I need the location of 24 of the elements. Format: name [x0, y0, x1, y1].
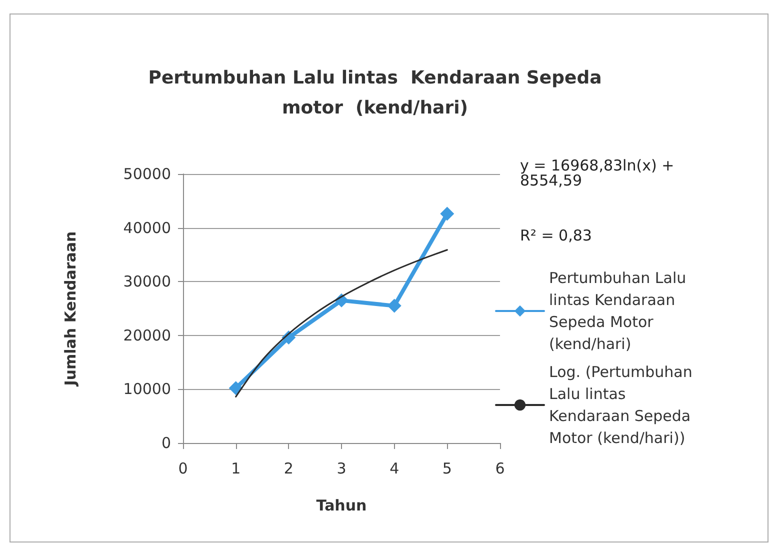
- x-tick-label: 5: [442, 460, 452, 478]
- chart-title: Pertumbuhan Lalu lintas Kendaraan Sepeda motor (kend/hari): [148, 68, 602, 118]
- y-axis-title: Jumlah Kendaraan: [62, 231, 80, 387]
- y-tick-label: 30000: [123, 272, 171, 291]
- x-tick-label: 6: [495, 460, 505, 478]
- point: [228, 381, 243, 396]
- legend-label: Log. (Pertumbuhan Lalu lintas Kendaraan Sepeda Motor (kend/hari)): [549, 363, 692, 447]
- point: [440, 206, 454, 221]
- point: [387, 298, 402, 313]
- x-tick-label: 4: [390, 460, 400, 478]
- x-tick-label: 3: [336, 460, 346, 478]
- text: y = 16968,83ln(x) + 8554,59: [520, 156, 674, 190]
- x-axis-title: Tahun: [316, 496, 367, 514]
- legend-label: Pertumbuhan Lalu lintas Kendaraan Sepeda Motor (kend/hari): [549, 269, 686, 353]
- line-series: [235, 249, 448, 398]
- x-tick-label: 0: [178, 460, 188, 478]
- text: R² = 0,83: [520, 226, 592, 244]
- y-tick-label: 10000: [123, 380, 171, 398]
- y-tick-label: 20000: [123, 326, 171, 344]
- y-tick-label: 0: [161, 434, 171, 452]
- x-tick-label: 2: [284, 460, 294, 478]
- y-tick-label: 40000: [123, 218, 171, 237]
- x-tick-label: 1: [231, 460, 241, 478]
- y-tick-label: 50000: [123, 165, 171, 183]
